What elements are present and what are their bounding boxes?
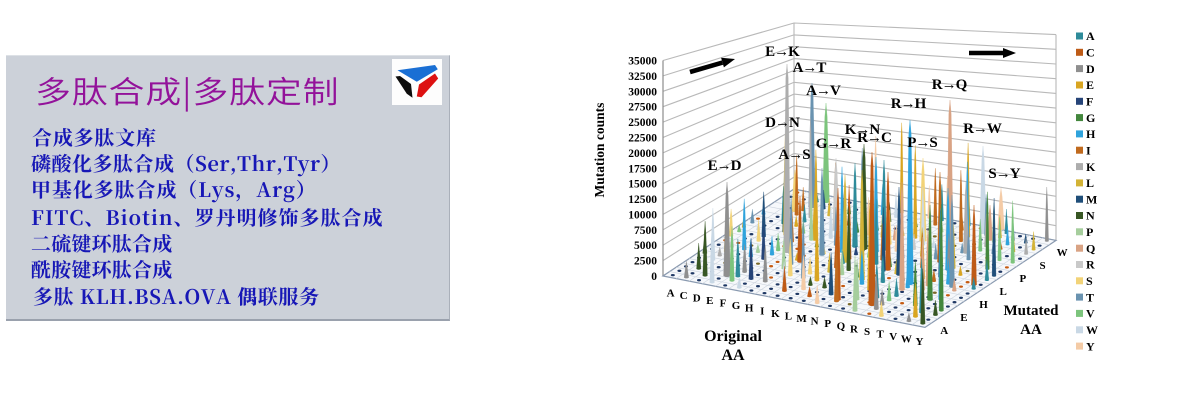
svg-text:0: 0: [651, 271, 657, 283]
svg-text:L: L: [785, 310, 792, 322]
svg-text:12500: 12500: [628, 194, 657, 206]
svg-text:L: L: [1000, 286, 1007, 298]
svg-text:V: V: [1086, 307, 1095, 321]
svg-text:H: H: [1086, 127, 1096, 141]
svg-text:Mutated: Mutated: [1004, 303, 1060, 319]
svg-text:E: E: [1086, 78, 1094, 92]
svg-text:P: P: [1020, 273, 1027, 285]
svg-text:E: E: [706, 295, 713, 307]
svg-text:P: P: [824, 318, 831, 330]
svg-text:C: C: [1086, 46, 1095, 60]
svg-text:F: F: [1086, 94, 1093, 108]
svg-text:T: T: [876, 328, 884, 340]
svg-text:22500: 22500: [628, 132, 657, 144]
svg-text:A: A: [940, 325, 948, 337]
svg-text:D→N: D→N: [765, 115, 800, 131]
svg-text:P→S: P→S: [907, 135, 937, 151]
svg-text:Q: Q: [837, 321, 846, 333]
svg-text:20000: 20000: [628, 148, 657, 160]
svg-text:A: A: [667, 287, 675, 299]
svg-text:E: E: [960, 312, 967, 324]
svg-text:R→Q: R→Q: [932, 77, 968, 93]
svg-text:30000: 30000: [628, 86, 657, 98]
svg-text:F: F: [720, 298, 727, 310]
svg-text:A: A: [1086, 29, 1095, 43]
svg-text:I: I: [760, 305, 764, 317]
svg-text:5000: 5000: [634, 240, 657, 252]
svg-text:AA: AA: [721, 347, 745, 364]
svg-text:17500: 17500: [628, 163, 657, 175]
svg-text:D: D: [693, 292, 701, 304]
svg-text:R→C: R→C: [857, 130, 891, 146]
svg-text:K: K: [771, 308, 780, 320]
svg-text:R: R: [1086, 258, 1095, 272]
svg-text:H: H: [745, 303, 754, 315]
svg-text:W: W: [901, 334, 912, 346]
svg-text:C: C: [680, 290, 688, 302]
svg-text:D: D: [1086, 62, 1095, 76]
svg-text:R→H: R→H: [891, 96, 927, 112]
svg-text:Original: Original: [704, 328, 762, 345]
svg-text:V: V: [889, 331, 897, 343]
svg-text:A→S: A→S: [778, 147, 810, 163]
svg-text:K→N: K→N: [845, 122, 881, 138]
svg-text:R: R: [850, 323, 859, 335]
svg-text:32500: 32500: [628, 71, 657, 83]
svg-text:T: T: [1086, 290, 1094, 304]
svg-text:L: L: [1086, 176, 1094, 190]
svg-text:15000: 15000: [628, 179, 657, 191]
svg-text:G→R: G→R: [816, 136, 852, 152]
svg-text:S→Y: S→Y: [988, 166, 1020, 182]
svg-text:S: S: [864, 326, 870, 338]
svg-text:G: G: [732, 300, 741, 312]
svg-text:Mutation counts: Mutation counts: [592, 103, 607, 198]
svg-text:25000: 25000: [628, 117, 657, 129]
svg-text:S: S: [1039, 260, 1045, 272]
svg-text:M: M: [1086, 192, 1097, 206]
svg-text:A→T: A→T: [793, 60, 827, 76]
svg-text:A→V: A→V: [806, 83, 841, 99]
svg-text:35000: 35000: [628, 56, 657, 68]
svg-text:Y: Y: [915, 336, 923, 348]
svg-text:AA: AA: [1020, 322, 1042, 338]
svg-text:7500: 7500: [634, 225, 657, 237]
svg-text:N: N: [1086, 209, 1095, 223]
svg-text:M: M: [796, 313, 807, 325]
svg-text:N: N: [811, 316, 819, 328]
svg-text:P: P: [1086, 225, 1093, 239]
svg-text:S: S: [1086, 274, 1093, 288]
svg-text:I: I: [1086, 143, 1091, 157]
svg-text:2500: 2500: [634, 256, 657, 268]
svg-text:H: H: [979, 299, 988, 311]
svg-text:Q: Q: [1086, 241, 1095, 255]
svg-text:G: G: [1086, 111, 1095, 125]
svg-text:W: W: [1086, 323, 1098, 337]
svg-text:E→K: E→K: [765, 44, 800, 60]
svg-text:R→W: R→W: [963, 121, 1002, 137]
svg-text:10000: 10000: [628, 209, 657, 221]
svg-text:27500: 27500: [628, 102, 657, 114]
svg-text:K: K: [1086, 160, 1096, 174]
svg-text:E→D: E→D: [708, 158, 742, 174]
svg-text:W: W: [1057, 247, 1068, 259]
svg-text:Y: Y: [1086, 339, 1095, 353]
